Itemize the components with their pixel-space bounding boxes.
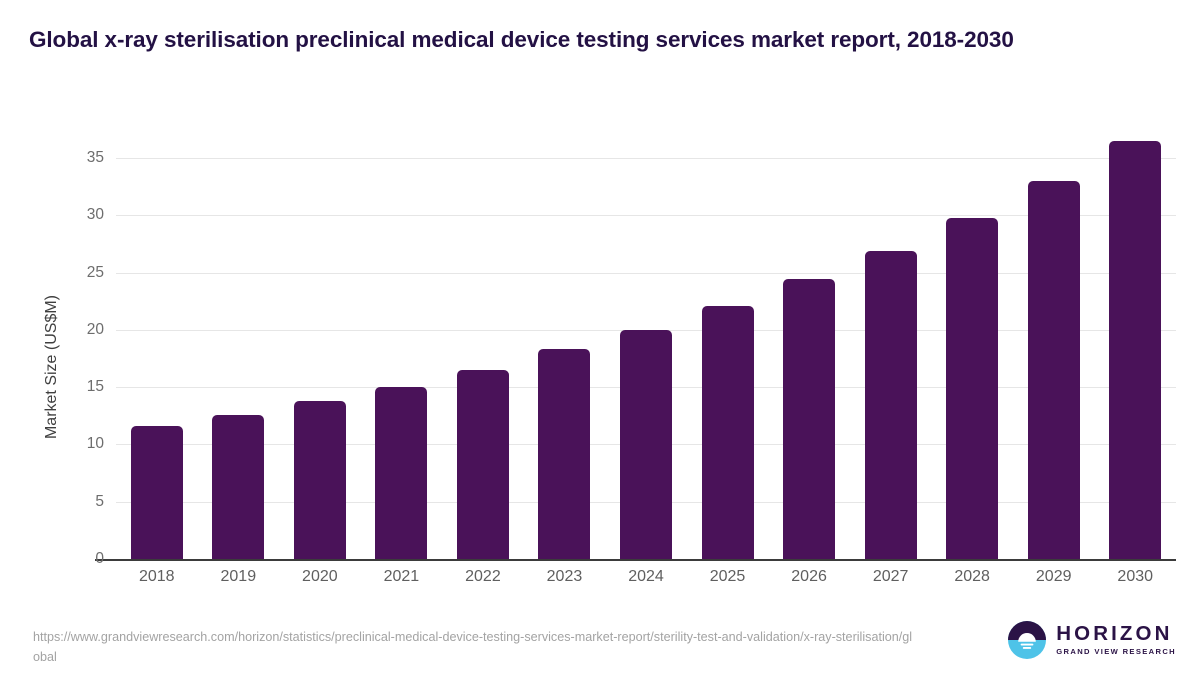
x-axis-tick-label-2025: 2025 xyxy=(709,568,746,585)
bar-2024[interactable] xyxy=(620,329,672,559)
bar-2028[interactable] xyxy=(946,217,999,559)
bar-2027[interactable] xyxy=(864,250,917,559)
bar-2030[interactable] xyxy=(1109,140,1162,559)
bar-2025[interactable] xyxy=(701,305,754,559)
bar-2026[interactable] xyxy=(783,279,836,559)
x-axis-tick-label-2026: 2026 xyxy=(791,568,827,585)
x-axis-tick-label-2023: 2023 xyxy=(546,568,583,585)
bar-2023[interactable] xyxy=(538,349,591,559)
bar-2021[interactable] xyxy=(375,387,428,559)
y-axis-tick-label: 30 xyxy=(86,206,104,224)
logo-tagline: GRAND VIEW RESEARCH xyxy=(1056,647,1176,657)
y-axis-tick-label: 0 xyxy=(95,550,104,567)
y-axis-tick-label: 25 xyxy=(86,263,104,281)
y-axis-title: Market Size (US$M) xyxy=(43,294,60,440)
bar-2019[interactable] xyxy=(212,414,265,559)
y-axis-tick-label: 35 xyxy=(86,149,104,166)
x-axis-tick-label-2019: 2019 xyxy=(220,568,257,585)
x-axis-tick-label-2028: 2028 xyxy=(954,568,990,585)
y-axis-tick-label: 10 xyxy=(86,435,104,453)
bar-2018[interactable] xyxy=(130,426,183,559)
y-axis-tick-label: 20 xyxy=(86,320,104,338)
horizon-sun-icon xyxy=(1008,621,1047,659)
x-axis-tick-label-2029: 2029 xyxy=(1035,568,1072,585)
x-axis-tick-label-2018: 2018 xyxy=(138,568,175,585)
x-axis-line xyxy=(95,559,1176,561)
gridline xyxy=(116,215,1176,217)
x-axis-tick-label-2021: 2021 xyxy=(383,568,420,585)
bar-2020[interactable] xyxy=(293,400,346,559)
gridline xyxy=(116,158,1176,159)
horizon-logo: HORIZON GRAND VIEW RESEARCH xyxy=(1007,618,1176,662)
bar-2022[interactable] xyxy=(456,369,509,559)
y-axis-tick-label: 15 xyxy=(86,378,104,396)
x-axis-tick-label-2022: 2022 xyxy=(465,568,501,585)
bar-2029[interactable] xyxy=(1027,180,1080,559)
x-axis-tick-label-2030: 2030 xyxy=(1117,568,1154,585)
logo-text: HORIZON GRAND VIEW RESEARCH xyxy=(1056,621,1176,657)
gridline xyxy=(116,272,1176,274)
page-title: Global x-ray sterilisation preclinical m… xyxy=(29,27,1014,52)
logo-wordmark: HORIZON xyxy=(1056,621,1173,645)
x-axis-tick-label-2027: 2027 xyxy=(872,568,909,585)
y-axis-tick-label: 5 xyxy=(95,492,104,510)
source-url[interactable]: https://www.grandviewresearch.com/horizo… xyxy=(33,630,913,664)
x-axis-tick-label-2024: 2024 xyxy=(628,568,664,585)
x-axis-tick-label-2020: 2020 xyxy=(302,568,338,585)
